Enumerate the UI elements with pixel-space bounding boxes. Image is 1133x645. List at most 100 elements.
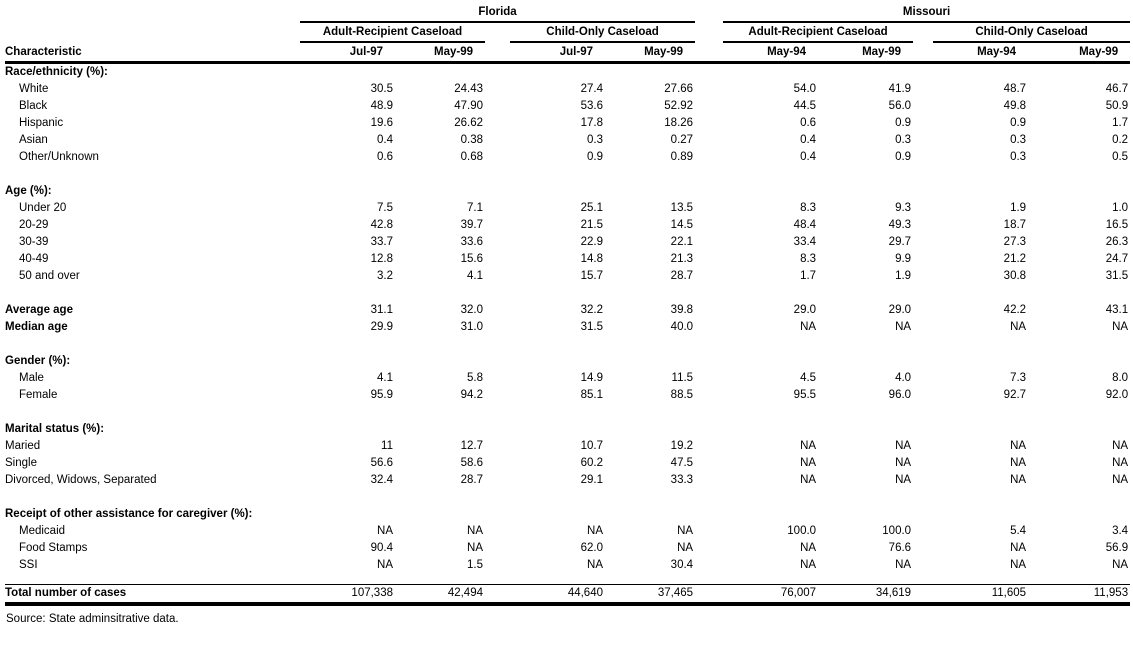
group-gap — [695, 115, 723, 132]
group-gap — [695, 387, 723, 404]
value-cell — [300, 506, 395, 523]
value-cell: 31.1 — [370, 304, 393, 316]
value-cell: 0.5 — [1112, 151, 1129, 163]
value-cell: NA — [1010, 457, 1027, 469]
value-cell — [818, 421, 913, 438]
value-cell: 0.3 — [1010, 134, 1027, 146]
value-cell: NA — [800, 559, 817, 571]
value-cell: 30.8 — [1003, 270, 1027, 282]
value-cell: 42.2 — [1003, 304, 1027, 316]
row-label: Female — [19, 389, 58, 401]
group-gap — [695, 268, 723, 285]
value-cell: 9.3 — [895, 202, 912, 214]
caseload-gap — [913, 268, 933, 285]
table-row: Receipt of other assistance for caregive… — [5, 506, 1130, 523]
value-cell: 1.7 — [800, 270, 817, 282]
value-cell: 31.5 — [580, 321, 603, 333]
value-cell: 30.5 — [370, 83, 393, 95]
value-cell: 4.1 — [377, 372, 393, 384]
value-cell: 14.5 — [670, 219, 694, 231]
value-cell: 52.92 — [664, 100, 694, 112]
value-cell — [605, 183, 695, 200]
value-cell: 15.7 — [580, 270, 603, 282]
table-row: Marital status (%): — [5, 421, 1130, 438]
group-gap — [695, 63, 723, 82]
period-header: May-99 — [818, 42, 914, 64]
spacer-cell — [5, 574, 1130, 585]
value-cell: 96.0 — [888, 389, 912, 401]
value-cell: 29.7 — [888, 236, 912, 248]
spacer-cell — [5, 404, 1130, 421]
caseload-gap — [913, 319, 933, 336]
value-cell: 27.3 — [1003, 236, 1027, 248]
value-cell — [1028, 63, 1130, 82]
caseload-gap — [485, 302, 510, 319]
value-cell: 3.4 — [1112, 525, 1129, 537]
corner-blank — [5, 22, 300, 42]
caseload-gap — [913, 234, 933, 251]
value-cell: 7.3 — [1010, 372, 1027, 384]
value-cell: 48.4 — [793, 219, 817, 231]
group-gap — [695, 472, 723, 489]
caseload-gap — [485, 22, 510, 42]
value-cell: 85.1 — [580, 389, 603, 401]
value-cell — [723, 183, 818, 200]
group-gap — [695, 234, 723, 251]
caseload-gap — [485, 387, 510, 404]
caseload-gap — [913, 455, 933, 472]
value-cell — [933, 421, 1028, 438]
value-cell: NA — [467, 525, 483, 537]
value-cell: 30.4 — [670, 559, 694, 571]
group-gap — [695, 557, 723, 574]
value-cell: NA — [800, 321, 817, 333]
caseload-gap — [913, 370, 933, 387]
value-cell: 88.5 — [670, 389, 694, 401]
value-cell: 14.8 — [580, 253, 603, 265]
value-cell: 8.0 — [1112, 372, 1129, 384]
group-gap — [695, 540, 723, 557]
value-cell: 49.8 — [1003, 100, 1027, 112]
value-cell: 58.6 — [460, 457, 483, 469]
table-row: Male 4.1 5.8 14.9 11.5 4.5 4.0 7.3 8.0 — [5, 370, 1130, 387]
caseload-gap — [913, 584, 934, 606]
value-cell: 32.4 — [370, 474, 393, 486]
value-cell: 4.0 — [895, 372, 912, 384]
value-cell — [818, 183, 913, 200]
row-label: Median age — [5, 321, 68, 333]
value-cell — [510, 183, 605, 200]
caseload-gap — [913, 63, 933, 82]
value-cell: NA — [1112, 474, 1129, 486]
value-cell: 0.68 — [460, 151, 483, 163]
value-cell: 11,605 — [933, 584, 1029, 606]
characteristic-header: Characteristic — [5, 42, 300, 64]
value-cell: 0.3 — [895, 134, 912, 146]
group-gap — [695, 506, 723, 523]
group-gap — [695, 438, 723, 455]
caseload-gap — [485, 81, 510, 98]
group-gap — [695, 3, 723, 22]
value-cell: 94.2 — [460, 389, 483, 401]
caseload-gap — [913, 438, 933, 455]
value-cell: 41.9 — [888, 83, 912, 95]
value-cell: 0.27 — [670, 134, 694, 146]
spacer-cell — [5, 166, 1130, 183]
row-label: Average age — [5, 304, 73, 316]
value-cell — [395, 421, 485, 438]
value-cell — [818, 506, 913, 523]
period-header: May-99 — [395, 42, 485, 64]
value-cell — [605, 506, 695, 523]
source-note: Source: State adminsitrative data. — [6, 613, 179, 625]
caseload-gap — [913, 540, 933, 557]
caseload-gap — [485, 251, 510, 268]
caseload-gap — [485, 523, 510, 540]
value-cell: 5.8 — [467, 372, 483, 384]
value-cell: 26.3 — [1105, 236, 1129, 248]
value-cell: 100.0 — [882, 525, 912, 537]
state-header: Florida — [300, 3, 696, 23]
value-cell: 27.4 — [580, 83, 603, 95]
group-gap — [695, 302, 723, 319]
value-cell: NA — [895, 321, 912, 333]
value-cell: 29.1 — [580, 474, 603, 486]
value-cell: 1.9 — [1010, 202, 1027, 214]
caseload-gap — [485, 455, 510, 472]
